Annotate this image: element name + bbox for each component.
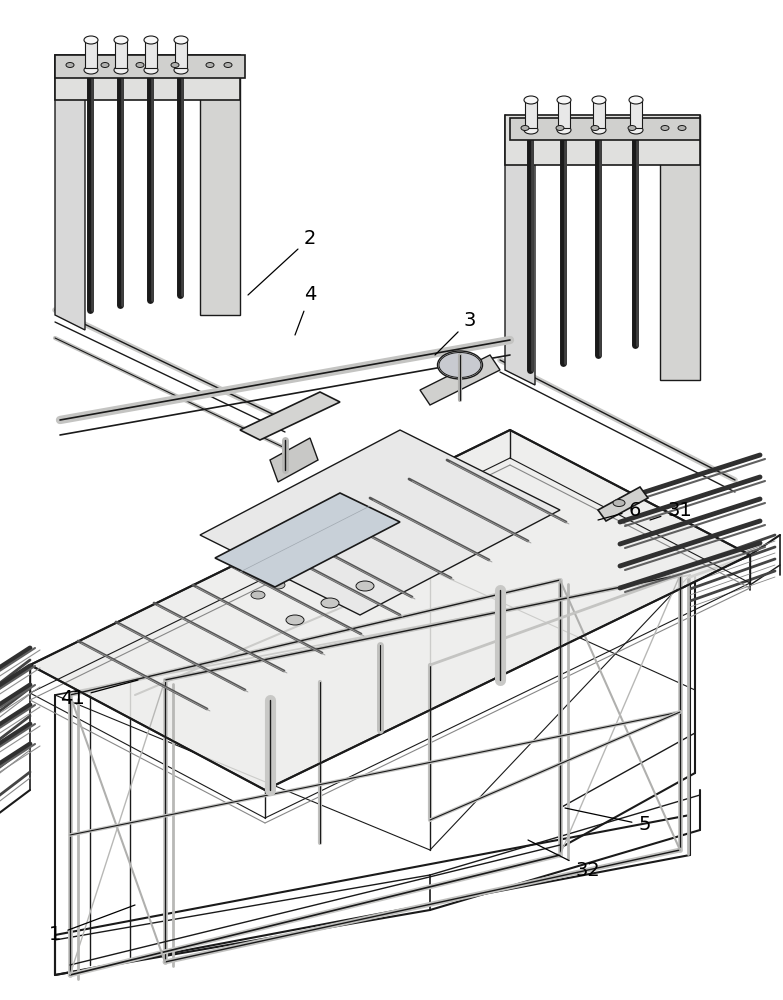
- Polygon shape: [115, 40, 127, 68]
- Ellipse shape: [136, 62, 144, 68]
- Ellipse shape: [356, 581, 374, 591]
- Polygon shape: [420, 355, 500, 405]
- Ellipse shape: [557, 126, 571, 134]
- Polygon shape: [660, 115, 700, 380]
- Ellipse shape: [628, 125, 636, 130]
- Ellipse shape: [251, 591, 265, 599]
- Polygon shape: [525, 100, 537, 128]
- Polygon shape: [55, 55, 245, 78]
- Text: 4: 4: [295, 286, 316, 335]
- Polygon shape: [240, 392, 340, 440]
- Ellipse shape: [286, 615, 304, 625]
- Ellipse shape: [557, 96, 571, 104]
- Ellipse shape: [114, 36, 128, 44]
- Ellipse shape: [661, 125, 669, 130]
- Polygon shape: [505, 115, 535, 385]
- Text: 2: 2: [248, 229, 316, 295]
- Text: 41: 41: [60, 680, 138, 708]
- Ellipse shape: [556, 125, 564, 130]
- Text: 32: 32: [528, 840, 601, 880]
- Polygon shape: [30, 430, 750, 790]
- Polygon shape: [270, 438, 318, 482]
- Polygon shape: [55, 55, 240, 100]
- Ellipse shape: [678, 125, 686, 130]
- Ellipse shape: [438, 351, 482, 379]
- Ellipse shape: [84, 36, 98, 44]
- Text: 31: 31: [650, 500, 692, 520]
- Ellipse shape: [144, 66, 158, 74]
- Polygon shape: [510, 120, 695, 160]
- Polygon shape: [215, 493, 400, 587]
- Polygon shape: [175, 40, 187, 68]
- Ellipse shape: [271, 581, 285, 589]
- Ellipse shape: [592, 96, 606, 104]
- Polygon shape: [200, 55, 240, 315]
- Ellipse shape: [524, 126, 538, 134]
- Ellipse shape: [439, 353, 481, 377]
- Text: 1: 1: [49, 905, 135, 944]
- Polygon shape: [200, 430, 560, 615]
- Polygon shape: [510, 118, 700, 140]
- Ellipse shape: [524, 96, 538, 104]
- Polygon shape: [60, 60, 230, 95]
- Ellipse shape: [84, 66, 98, 74]
- Text: 5: 5: [565, 808, 651, 834]
- Ellipse shape: [629, 126, 643, 134]
- Ellipse shape: [66, 62, 74, 68]
- Ellipse shape: [521, 125, 529, 130]
- Polygon shape: [598, 487, 648, 521]
- Ellipse shape: [224, 62, 232, 68]
- Text: 3: 3: [435, 310, 476, 355]
- Ellipse shape: [206, 62, 214, 68]
- Ellipse shape: [114, 66, 128, 74]
- Ellipse shape: [592, 126, 606, 134]
- Ellipse shape: [174, 66, 188, 74]
- Ellipse shape: [144, 36, 158, 44]
- Polygon shape: [593, 100, 605, 128]
- Polygon shape: [630, 100, 642, 128]
- Polygon shape: [85, 40, 97, 68]
- Ellipse shape: [591, 125, 599, 130]
- Ellipse shape: [174, 36, 188, 44]
- Ellipse shape: [321, 598, 339, 608]
- Polygon shape: [558, 100, 570, 128]
- Ellipse shape: [613, 499, 625, 506]
- Polygon shape: [55, 55, 85, 330]
- Ellipse shape: [101, 62, 109, 68]
- Ellipse shape: [171, 62, 179, 68]
- Polygon shape: [505, 115, 700, 165]
- Ellipse shape: [629, 96, 643, 104]
- Text: 6: 6: [598, 500, 641, 520]
- Polygon shape: [145, 40, 157, 68]
